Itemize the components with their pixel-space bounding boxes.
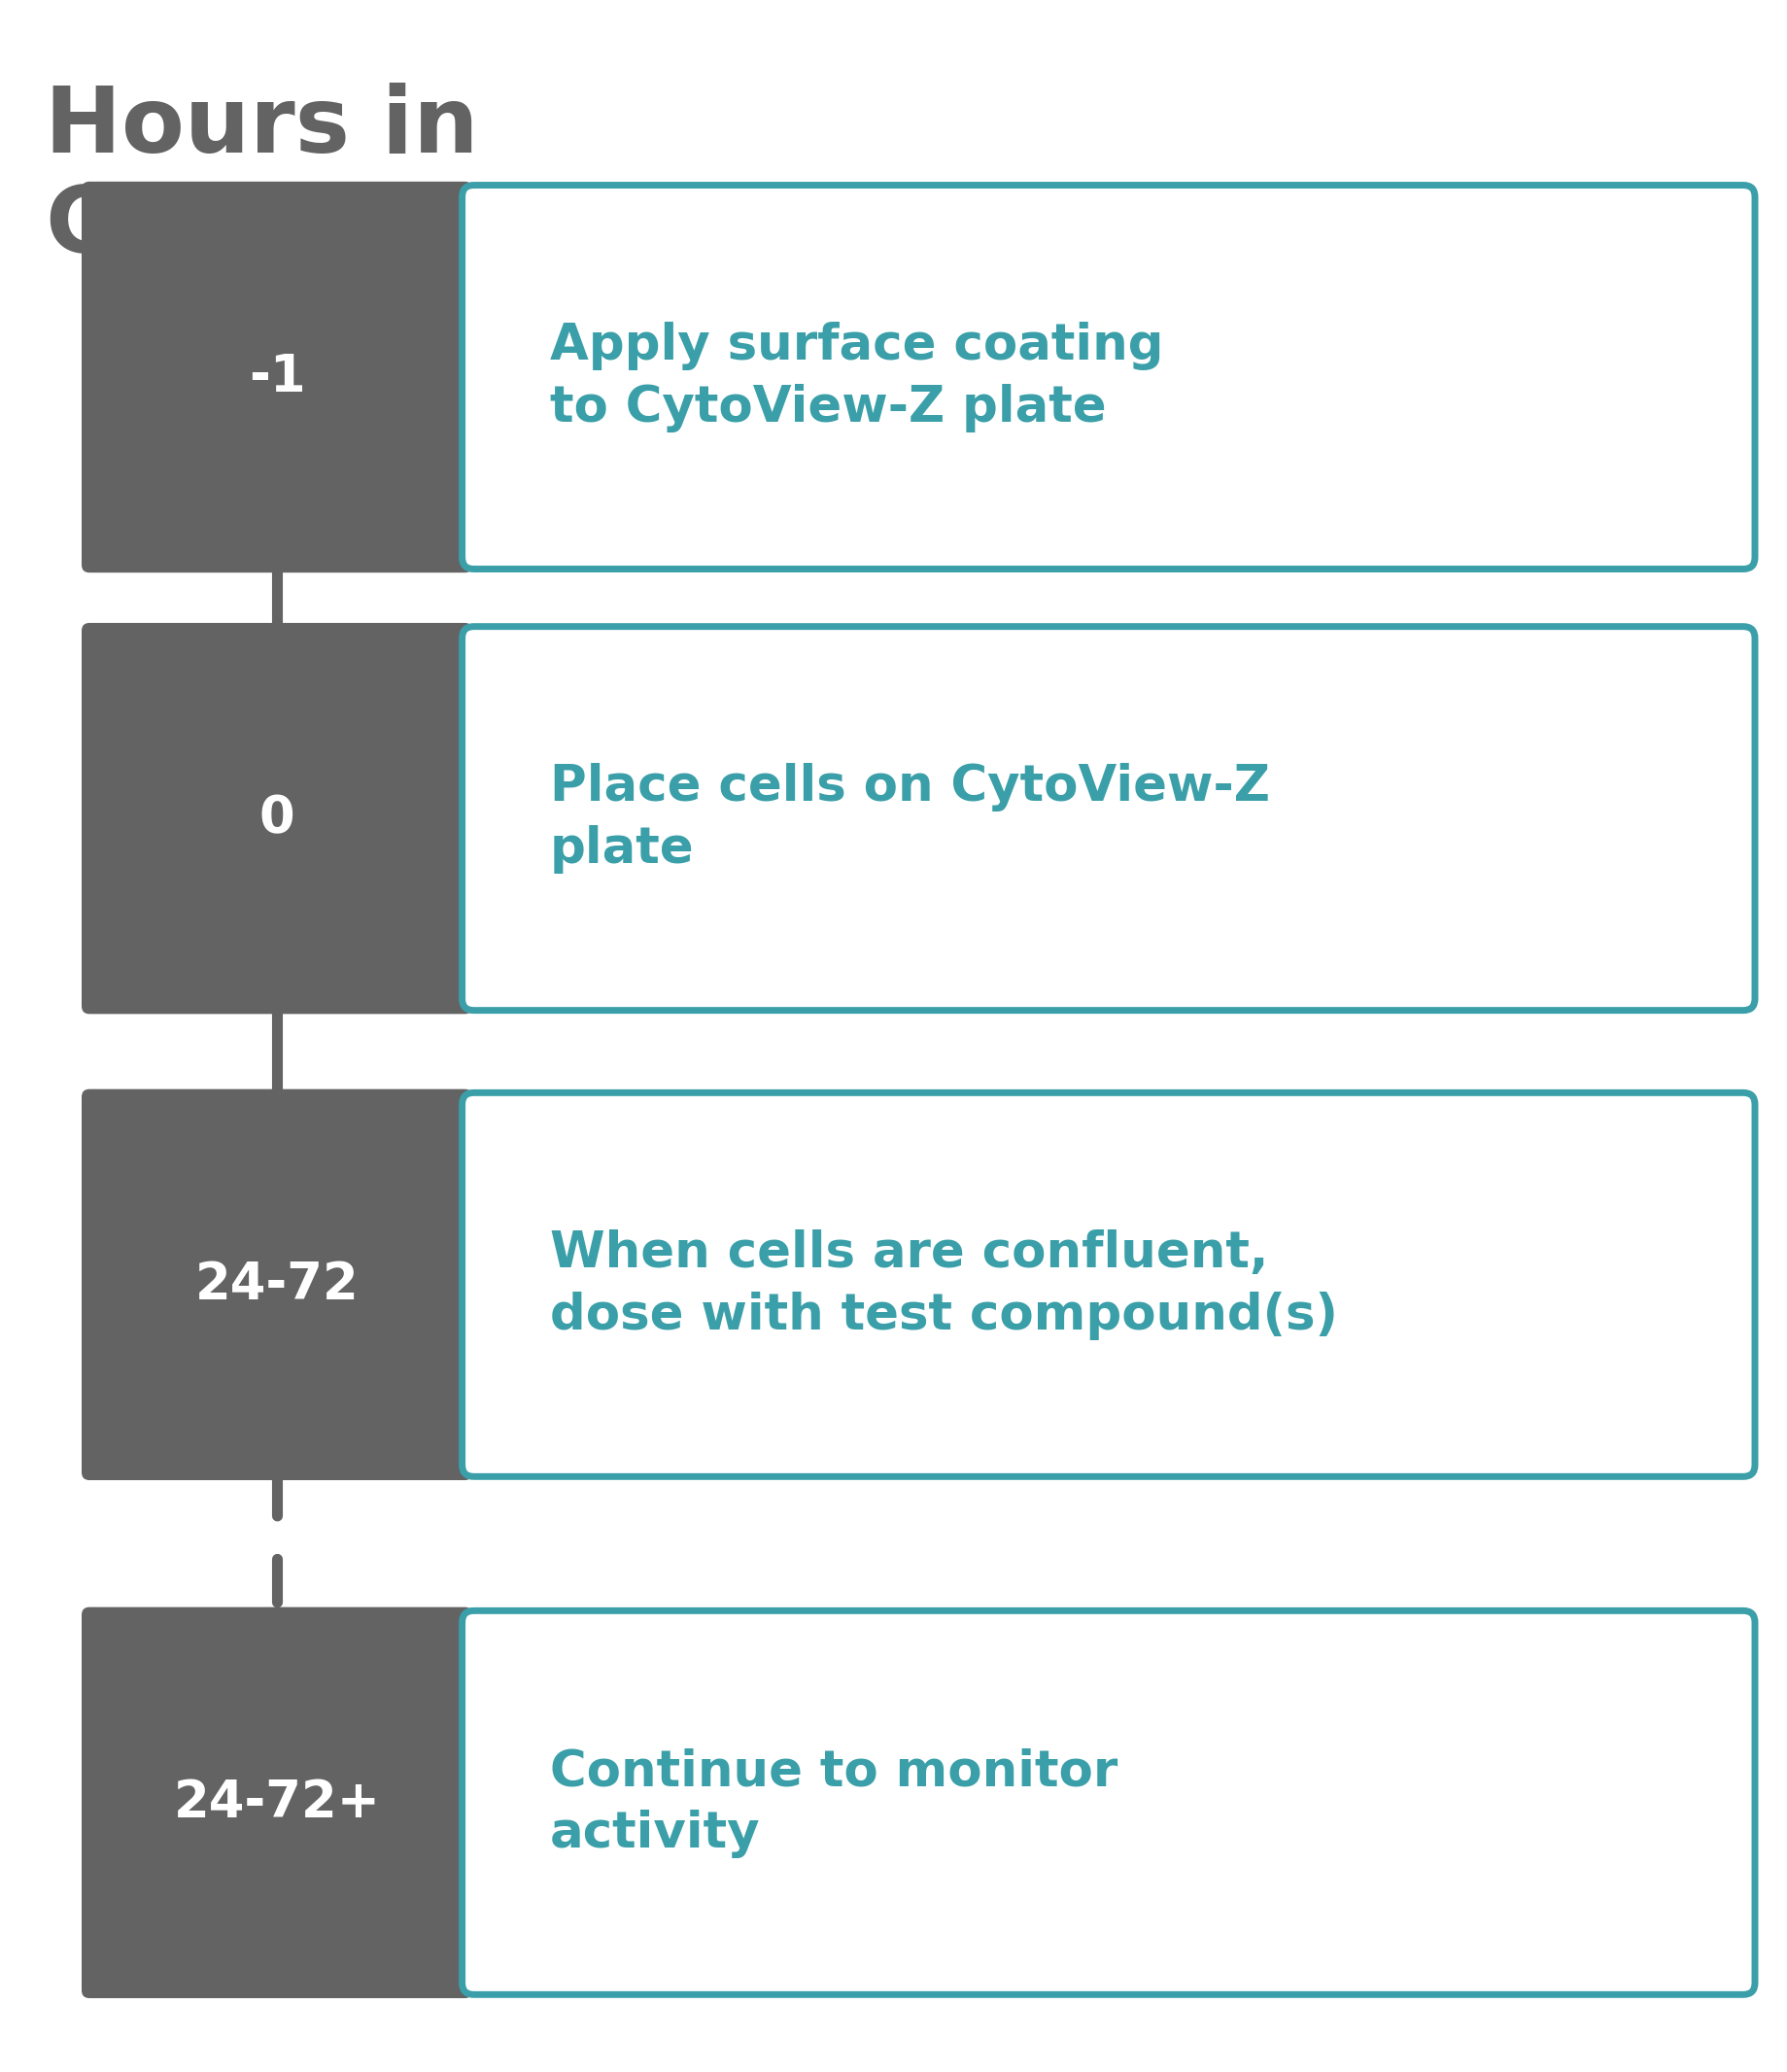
FancyBboxPatch shape bbox=[461, 1610, 1755, 1995]
FancyBboxPatch shape bbox=[82, 624, 472, 1013]
Text: 0: 0 bbox=[259, 794, 295, 843]
Text: 24-72: 24-72 bbox=[195, 1260, 359, 1310]
Text: Apply surface coating
to CytoView-Z plate: Apply surface coating to CytoView-Z plat… bbox=[550, 321, 1163, 433]
Text: Continue to monitor
activity: Continue to monitor activity bbox=[550, 1747, 1117, 1859]
Text: Hours in
Culture: Hours in Culture bbox=[45, 83, 479, 271]
FancyBboxPatch shape bbox=[82, 1090, 472, 1479]
Text: Place cells on CytoView-Z
plate: Place cells on CytoView-Z plate bbox=[550, 762, 1269, 874]
Text: -1: -1 bbox=[248, 352, 306, 402]
Text: 24-72+: 24-72+ bbox=[173, 1778, 381, 1828]
FancyBboxPatch shape bbox=[82, 182, 472, 572]
FancyBboxPatch shape bbox=[461, 1092, 1755, 1477]
FancyBboxPatch shape bbox=[461, 626, 1755, 1011]
FancyBboxPatch shape bbox=[461, 184, 1755, 570]
Text: When cells are confluent,
dose with test compound(s): When cells are confluent, dose with test… bbox=[550, 1229, 1337, 1341]
FancyBboxPatch shape bbox=[82, 1608, 472, 1997]
